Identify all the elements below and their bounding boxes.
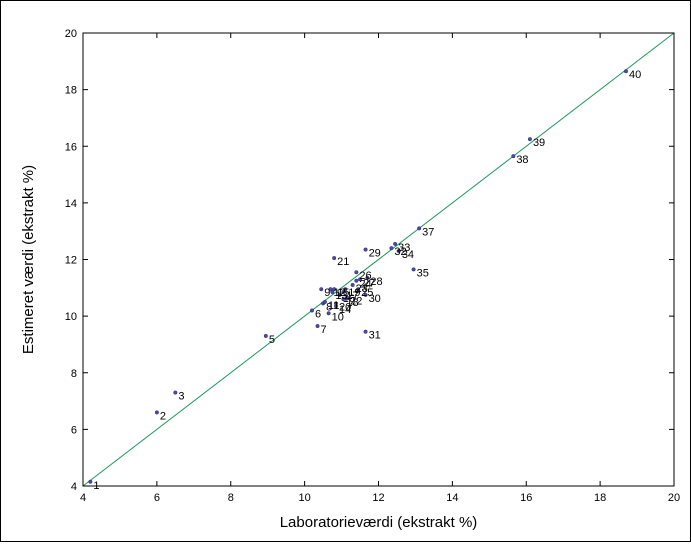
- data-point-label-1: 1: [93, 480, 99, 492]
- data-point-label-3: 3: [178, 391, 184, 403]
- data-point-label-32: 32: [394, 246, 406, 258]
- data-point-label-10: 10: [332, 311, 344, 323]
- x-tick-label: 8: [228, 492, 234, 504]
- data-point-39: [527, 137, 532, 142]
- data-point-label-21: 21: [337, 256, 349, 268]
- data-point-label-30: 30: [369, 293, 381, 305]
- data-point-label-17: 17: [346, 290, 358, 302]
- data-point-18: [341, 297, 346, 302]
- data-point-31: [363, 329, 368, 334]
- data-point-40: [623, 69, 628, 74]
- data-point-26: [354, 270, 359, 275]
- data-point-20: [334, 301, 339, 306]
- data-point-1: [88, 479, 93, 484]
- data-point-15: [332, 287, 337, 292]
- y-tick-label: 20: [65, 28, 77, 40]
- data-point-2: [154, 410, 159, 415]
- data-point-13: [330, 290, 335, 295]
- data-point-label-6: 6: [315, 308, 321, 320]
- data-point-28: [365, 275, 370, 280]
- data-point-19: [343, 287, 348, 292]
- data-point-label-14: 14: [339, 304, 351, 316]
- data-point-22: [345, 295, 350, 300]
- data-point-label-19: 19: [348, 287, 360, 299]
- data-point-label-20: 20: [339, 301, 351, 313]
- data-point-21: [332, 256, 337, 261]
- data-point-38: [511, 154, 516, 159]
- data-point-label-28: 28: [370, 276, 382, 288]
- data-point-label-23: 23: [356, 283, 368, 295]
- data-point-label-39: 39: [533, 137, 545, 149]
- data-point-25: [356, 287, 361, 292]
- data-point-9: [319, 287, 324, 292]
- data-point-label-16: 16: [343, 293, 355, 305]
- x-tick-label: 6: [154, 492, 160, 504]
- y-tick-label: 6: [71, 424, 77, 436]
- x-tick-label: 14: [446, 492, 458, 504]
- data-point-label-9: 9: [324, 287, 330, 299]
- x-tick-label: 18: [594, 492, 606, 504]
- y-tick-label: 4: [71, 481, 77, 493]
- y-tick-label: 12: [65, 255, 77, 267]
- data-point-27: [358, 277, 363, 282]
- x-tick-label: 20: [668, 492, 680, 504]
- y-axis-label: Estimeret værdi (ekstrakt %): [20, 165, 37, 354]
- data-point-34: [396, 249, 401, 254]
- data-point-label-12: 12: [333, 287, 345, 299]
- x-tick-label: 4: [80, 492, 86, 504]
- data-point-label-34: 34: [402, 249, 414, 261]
- data-point-6: [310, 308, 315, 313]
- data-point-35: [411, 267, 416, 272]
- data-point-label-26: 26: [359, 270, 371, 282]
- data-point-label-31: 31: [369, 330, 381, 342]
- data-point-label-13: 13: [335, 290, 347, 302]
- x-tick-label: 12: [372, 492, 384, 504]
- data-point-10: [326, 311, 331, 316]
- data-point-label-29: 29: [369, 248, 381, 260]
- data-point-label-18: 18: [346, 297, 358, 309]
- data-point-label-24: 24: [359, 279, 371, 291]
- data-point-32: [389, 246, 394, 251]
- data-point-label-11: 11: [328, 300, 339, 312]
- y-tick-label: 10: [65, 311, 77, 323]
- data-point-16: [337, 292, 342, 297]
- data-point-3: [173, 390, 178, 395]
- data-point-label-38: 38: [516, 154, 528, 166]
- x-axis-label: Laboratorieværdi (ekstrakt %): [280, 514, 478, 531]
- data-point-label-7: 7: [321, 324, 327, 336]
- data-point-11: [322, 299, 327, 304]
- data-point-label-40: 40: [629, 69, 641, 81]
- data-point-label-15: 15: [337, 287, 349, 299]
- data-point-23: [350, 282, 355, 287]
- y-tick-label: 18: [65, 85, 77, 97]
- data-point-37: [417, 226, 422, 231]
- data-point-label-5: 5: [269, 334, 275, 346]
- y-tick-label: 14: [65, 198, 77, 210]
- data-point-7: [315, 324, 320, 329]
- data-point-17: [341, 290, 346, 295]
- data-point-24: [354, 278, 359, 283]
- data-point-5: [263, 333, 268, 338]
- y-tick-label: 8: [71, 368, 77, 380]
- data-point-label-35: 35: [417, 267, 429, 279]
- data-point-label-27: 27: [363, 277, 375, 289]
- y-tick-label: 16: [65, 141, 77, 153]
- data-point-label-25: 25: [361, 287, 373, 299]
- data-point-label-22: 22: [350, 296, 362, 308]
- identity-line: [82, 32, 675, 487]
- data-point-label-37: 37: [422, 226, 434, 238]
- data-point-label-2: 2: [160, 410, 166, 422]
- data-point-30: [363, 292, 368, 297]
- x-tick-label: 10: [299, 492, 311, 504]
- data-point-29: [363, 247, 368, 252]
- data-point-33: [393, 241, 398, 246]
- x-tick-label: 16: [520, 492, 532, 504]
- data-point-label-8: 8: [326, 301, 332, 313]
- data-point-label-33: 33: [398, 242, 410, 254]
